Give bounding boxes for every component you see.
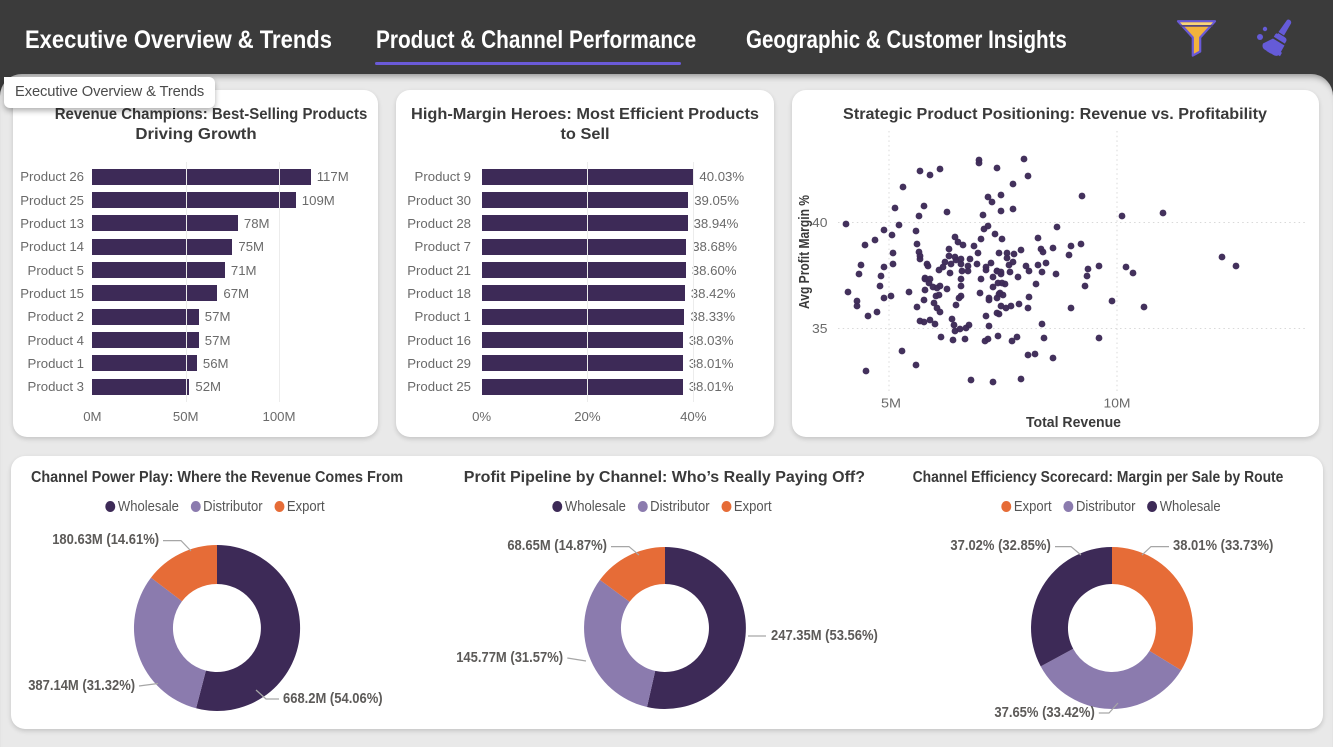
svg-text:Avg Profit Margin %: Avg Profit Margin % bbox=[797, 195, 813, 309]
svg-text:40: 40 bbox=[812, 215, 828, 230]
svg-text:Total Revenue: Total Revenue bbox=[1026, 415, 1121, 431]
svg-text:10M: 10M bbox=[1104, 396, 1131, 411]
svg-text:35: 35 bbox=[812, 321, 828, 336]
svg-text:5M: 5M bbox=[881, 396, 901, 411]
